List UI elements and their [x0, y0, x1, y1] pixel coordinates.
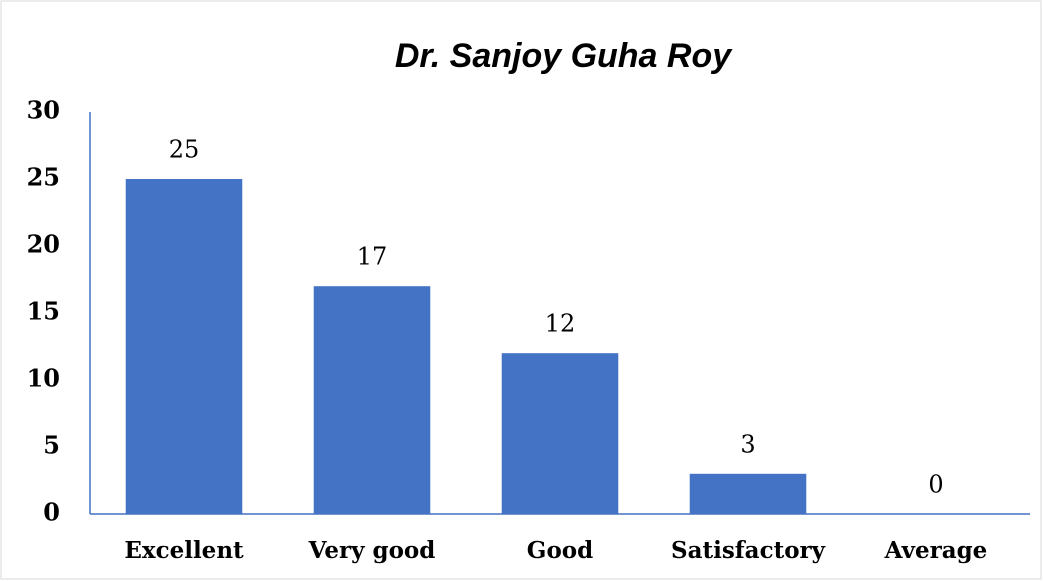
value-label: 25 [169, 136, 200, 164]
x-tick-label: Excellent [124, 537, 244, 564]
y-tick-label: 25 [27, 163, 60, 192]
bar [689, 473, 807, 514]
y-tick-label: 15 [27, 297, 60, 326]
value-label: 12 [545, 310, 576, 338]
y-tick-label: 20 [27, 230, 60, 259]
x-tick-label: Good [527, 537, 593, 564]
y-tick-label: 0 [43, 498, 60, 527]
y-tick-label: 5 [43, 431, 60, 460]
y-tick-label: 30 [27, 96, 60, 125]
y-tick-label: 10 [27, 364, 60, 393]
value-label: 17 [357, 243, 388, 271]
x-tick-label: Very good [308, 537, 436, 564]
bar [313, 286, 431, 514]
value-label: 3 [740, 430, 755, 458]
chart-title: Dr. Sanjoy Guha Roy [395, 37, 733, 75]
bar [501, 353, 619, 514]
x-tick-label: Satisfactory [671, 537, 826, 564]
value-label: 0 [928, 471, 943, 499]
x-tick-label: Average [884, 537, 988, 564]
bar [125, 179, 243, 514]
